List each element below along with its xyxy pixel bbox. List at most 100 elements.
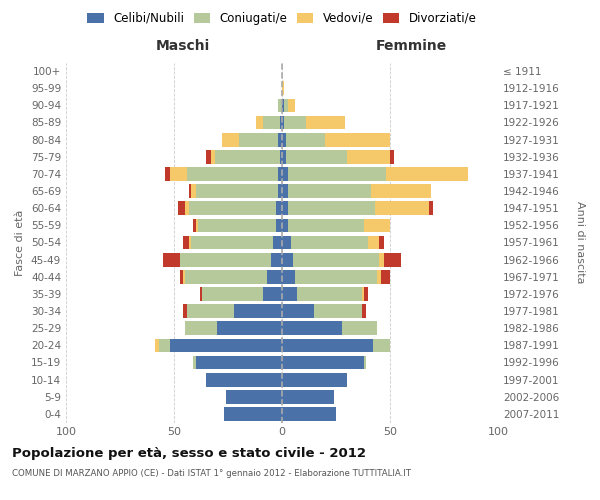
Bar: [282, 150, 286, 164]
Legend: Celibi/Nubili, Coniugati/e, Vedovi/e, Divorziati/e: Celibi/Nubili, Coniugati/e, Vedovi/e, Di…: [82, 7, 482, 30]
Bar: [282, 373, 347, 386]
Bar: [282, 218, 289, 232]
Bar: [224, 407, 282, 421]
Bar: [364, 287, 368, 301]
Bar: [166, 167, 170, 181]
Bar: [217, 322, 282, 335]
Bar: [282, 253, 293, 266]
Bar: [382, 270, 390, 283]
Bar: [282, 82, 284, 95]
Bar: [343, 322, 377, 335]
Bar: [429, 202, 433, 215]
Bar: [170, 167, 187, 181]
Bar: [282, 184, 289, 198]
Bar: [267, 270, 282, 283]
Bar: [347, 150, 390, 164]
Bar: [159, 338, 170, 352]
Bar: [187, 167, 278, 181]
Bar: [282, 167, 289, 181]
Bar: [289, 184, 371, 198]
Bar: [271, 253, 282, 266]
Bar: [191, 184, 196, 198]
Bar: [290, 236, 368, 250]
Bar: [239, 133, 278, 146]
Bar: [235, 304, 282, 318]
Bar: [187, 304, 235, 318]
Bar: [282, 236, 290, 250]
Bar: [275, 202, 282, 215]
Bar: [375, 202, 429, 215]
Bar: [280, 150, 282, 164]
Bar: [206, 373, 282, 386]
Bar: [362, 287, 364, 301]
Bar: [289, 167, 386, 181]
Bar: [373, 338, 390, 352]
Bar: [206, 150, 211, 164]
Bar: [282, 116, 284, 130]
Bar: [379, 253, 383, 266]
Bar: [314, 304, 362, 318]
Bar: [379, 236, 383, 250]
Bar: [286, 133, 325, 146]
Text: Femmine: Femmine: [376, 38, 446, 52]
Bar: [274, 236, 282, 250]
Text: Maschi: Maschi: [156, 38, 210, 52]
Bar: [275, 218, 282, 232]
Bar: [282, 287, 297, 301]
Bar: [163, 253, 181, 266]
Bar: [193, 218, 196, 232]
Bar: [182, 304, 187, 318]
Bar: [185, 202, 189, 215]
Bar: [226, 390, 282, 404]
Bar: [362, 304, 366, 318]
Text: COMUNE DI MARZANO APPIO (CE) - Dati ISTAT 1° gennaio 2012 - Elaborazione TUTTITA: COMUNE DI MARZANO APPIO (CE) - Dati ISTA…: [12, 469, 411, 478]
Bar: [182, 236, 189, 250]
Bar: [278, 133, 282, 146]
Bar: [282, 407, 336, 421]
Bar: [170, 338, 282, 352]
Bar: [282, 338, 373, 352]
Bar: [263, 116, 280, 130]
Bar: [182, 270, 185, 283]
Bar: [189, 236, 191, 250]
Bar: [189, 184, 191, 198]
Bar: [181, 270, 182, 283]
Bar: [202, 287, 263, 301]
Bar: [371, 184, 431, 198]
Bar: [289, 202, 375, 215]
Bar: [181, 253, 271, 266]
Bar: [325, 133, 390, 146]
Y-axis label: Anni di nascita: Anni di nascita: [575, 201, 584, 284]
Bar: [383, 253, 401, 266]
Bar: [377, 270, 382, 283]
Bar: [390, 150, 394, 164]
Bar: [256, 116, 263, 130]
Y-axis label: Fasce di età: Fasce di età: [16, 210, 25, 276]
Bar: [282, 304, 314, 318]
Bar: [196, 356, 282, 370]
Bar: [364, 218, 390, 232]
Bar: [278, 167, 282, 181]
Bar: [364, 356, 366, 370]
Bar: [278, 98, 282, 112]
Bar: [211, 150, 215, 164]
Text: Popolazione per età, sesso e stato civile - 2012: Popolazione per età, sesso e stato civil…: [12, 448, 366, 460]
Bar: [185, 270, 267, 283]
Bar: [386, 167, 468, 181]
Bar: [297, 287, 362, 301]
Bar: [196, 184, 278, 198]
Bar: [282, 133, 286, 146]
Bar: [289, 98, 295, 112]
Bar: [193, 356, 196, 370]
Bar: [293, 253, 379, 266]
Bar: [263, 287, 282, 301]
Bar: [178, 202, 185, 215]
Bar: [286, 150, 347, 164]
Bar: [215, 150, 280, 164]
Bar: [221, 133, 239, 146]
Bar: [284, 116, 306, 130]
Bar: [289, 218, 364, 232]
Bar: [282, 390, 334, 404]
Bar: [282, 98, 284, 112]
Bar: [282, 322, 343, 335]
